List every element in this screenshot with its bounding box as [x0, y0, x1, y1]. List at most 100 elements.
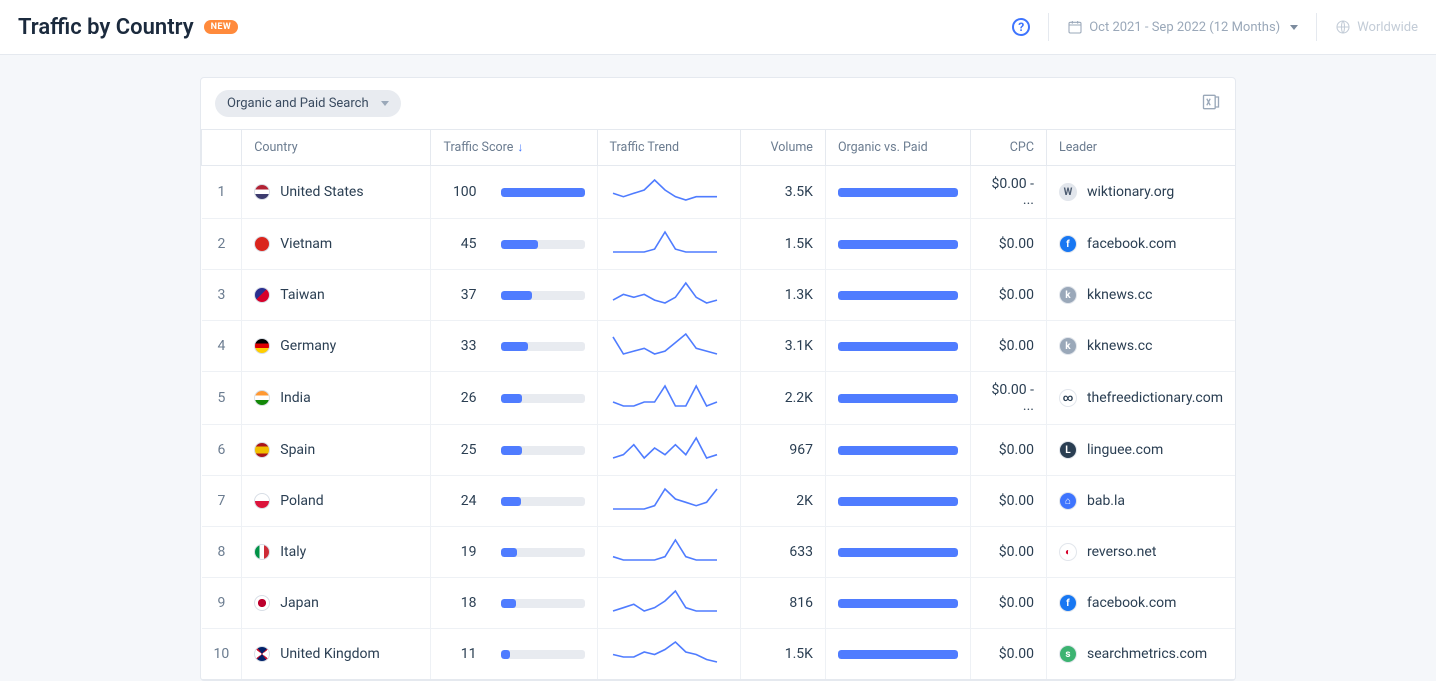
sparkline	[610, 177, 720, 203]
table-row[interactable]: 4Germany333.1K$0.00kkknews.cc	[202, 321, 1236, 372]
volume-value: 3.1K	[740, 321, 825, 372]
sparkline	[610, 280, 720, 306]
row-rank: 9	[202, 578, 242, 629]
search-type-filter[interactable]: Organic and Paid Search	[215, 90, 401, 117]
volume-value: 1.5K	[740, 219, 825, 270]
traffic-trend-cell	[597, 527, 740, 578]
col-leader[interactable]: Leader	[1046, 130, 1235, 166]
cpc-value: $0.00 - ...	[970, 166, 1046, 219]
sparkline	[610, 588, 720, 614]
country-name: Germany	[280, 338, 336, 354]
organic-vs-paid-bar	[825, 321, 970, 372]
traffic-score-bar	[489, 629, 598, 680]
leader-domain: kknews.cc	[1087, 338, 1152, 354]
country-name: Taiwan	[280, 287, 324, 303]
traffic-score-bar	[489, 166, 598, 219]
flag-icon	[254, 544, 270, 560]
traffic-score-bar	[489, 321, 598, 372]
table-row[interactable]: 8Italy19633$0.00◐reverso.net	[202, 527, 1236, 578]
traffic-trend-cell	[597, 578, 740, 629]
country-name: Spain	[280, 442, 315, 458]
leader-cell: ffacebook.com	[1046, 219, 1235, 270]
table-row[interactable]: 10United Kingdom111.5K$0.00ssearchmetric…	[202, 629, 1236, 680]
leader-cell: f facebook.com	[1046, 578, 1235, 629]
table-row[interactable]: 9Japan18816$0.00ffacebook.com	[202, 578, 1236, 629]
leader-favicon: f	[1059, 235, 1077, 253]
sparkline	[610, 639, 720, 665]
table-row[interactable]: 3Taiwan371.3K$0.00kkknews.cc	[202, 270, 1236, 321]
panel-toolbar: Organic and Paid Search	[201, 78, 1235, 129]
leader-favicon: W	[1059, 183, 1077, 201]
leader-favicon: f	[1059, 594, 1077, 612]
traffic-score-value: 26	[431, 372, 489, 425]
leader-favicon: k	[1059, 286, 1077, 304]
traffic-score-value: 37	[431, 270, 489, 321]
country-cell: United Kingdom	[242, 629, 431, 680]
row-rank: 3	[202, 270, 242, 321]
traffic-score-value: 24	[431, 476, 489, 527]
traffic-score-bar	[489, 578, 598, 629]
traffic-trend-cell	[597, 629, 740, 680]
country-cell: Italy	[242, 527, 431, 578]
country-name: Japan	[280, 595, 319, 611]
traffic-score-value: 100	[431, 166, 489, 219]
table-row[interactable]: 1United States1003.5K$0.00 - ...Wwiktion…	[202, 166, 1236, 219]
leader-domain: searchmetrics.com	[1087, 646, 1207, 662]
col-country[interactable]: Country	[242, 130, 431, 166]
cpc-value: $0.00	[970, 629, 1046, 680]
divider	[1048, 13, 1049, 41]
table-row[interactable]: 2Vietnam451.5K$0.00ffacebook.com	[202, 219, 1236, 270]
leader-domain: kknews.cc	[1087, 287, 1152, 303]
col-traffic-score[interactable]: Traffic Score↓	[431, 130, 597, 166]
leader-cell: k kknews.cc	[1046, 321, 1235, 372]
cpc-value: $0.00	[970, 321, 1046, 372]
help-icon[interactable]: ?	[1012, 18, 1030, 36]
traffic-score-bar	[489, 476, 598, 527]
table-header: Country Traffic Score↓ Traffic Trend Vol…	[202, 130, 1236, 166]
leader-favicon: k	[1059, 337, 1077, 355]
row-rank: 8	[202, 527, 242, 578]
cpc-value: $0.00	[970, 578, 1046, 629]
table-row[interactable]: 7Poland242K$0.00⌂bab.la	[202, 476, 1236, 527]
cpc-value: $0.00	[970, 476, 1046, 527]
filter-label: Organic and Paid Search	[227, 96, 369, 111]
country-cell: United States	[242, 166, 431, 219]
sparkline	[610, 435, 720, 461]
col-traffic-trend[interactable]: Traffic Trend	[597, 130, 740, 166]
leader-favicon: ⌂	[1059, 492, 1077, 510]
row-rank: 1	[202, 166, 242, 219]
traffic-score-value: 11	[431, 629, 489, 680]
volume-value: 2K	[740, 476, 825, 527]
table-row[interactable]: 5India262.2K$0.00 - ...∞thefreedictionar…	[202, 372, 1236, 425]
globe-icon	[1335, 19, 1351, 35]
leader-cell: ◐reverso.net	[1046, 527, 1235, 578]
col-cpc[interactable]: CPC	[970, 130, 1046, 166]
leader-domain: facebook.com	[1087, 595, 1176, 611]
leader-cell: Llinguee.com	[1046, 425, 1235, 476]
flag-icon	[254, 184, 270, 200]
cpc-value: $0.00 - ...	[970, 372, 1046, 425]
organic-vs-paid-bar	[825, 270, 970, 321]
date-range-picker[interactable]: Oct 2021 - Sep 2022 (12 Months)	[1067, 19, 1298, 35]
col-organic-vs-paid[interactable]: Organic vs. Paid	[825, 130, 970, 166]
country-cell: Spain	[242, 425, 431, 476]
leader-favicon: s	[1059, 645, 1077, 663]
leader-cell: Wwiktionary.org	[1046, 166, 1235, 219]
leader-domain: reverso.net	[1087, 544, 1156, 560]
export-excel-button[interactable]	[1201, 92, 1221, 116]
table-row[interactable]: 6Spain25967$0.00Llinguee.com	[202, 425, 1236, 476]
leader-favicon: L	[1059, 441, 1077, 459]
cpc-value: $0.00	[970, 270, 1046, 321]
volume-value: 967	[740, 425, 825, 476]
page-header: Traffic by Country NEW ? Oct 2021 - Sep …	[0, 0, 1436, 55]
flag-icon	[254, 338, 270, 354]
flag-icon	[254, 646, 270, 662]
traffic-score-value: 45	[431, 219, 489, 270]
leader-domain: thefreedictionary.com	[1087, 390, 1223, 406]
scope-picker[interactable]: Worldwide	[1335, 19, 1418, 35]
header-right: ? Oct 2021 - Sep 2022 (12 Months) Worldw…	[1012, 13, 1418, 41]
country-cell: Taiwan	[242, 270, 431, 321]
chevron-down-icon	[381, 101, 389, 106]
organic-vs-paid-bar	[825, 425, 970, 476]
col-volume[interactable]: Volume	[740, 130, 825, 166]
